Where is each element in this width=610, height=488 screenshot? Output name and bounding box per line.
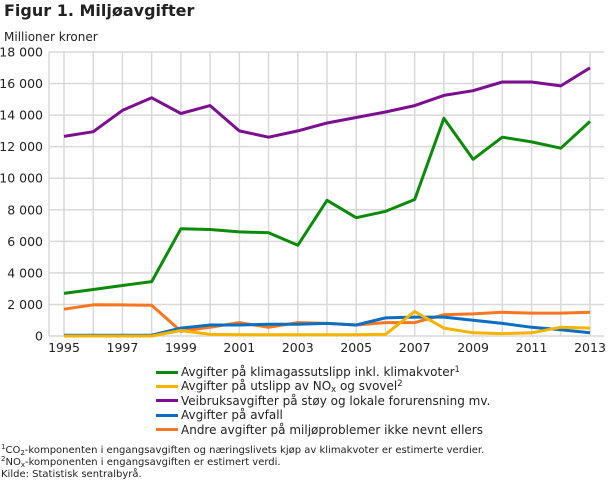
- y-tick-label: 0: [35, 329, 43, 344]
- legend-swatch: [156, 385, 178, 389]
- y-tick-labels: 0 2 000 4 000 6 000 8 000 10 000 12 000 14 000 1…: [0, 45, 43, 344]
- source-note: Kilde: Statistisk sentralbyrå.: [1, 469, 142, 480]
- footnote-2: 2NOx-komponenten i engangsavgiften er es…: [1, 455, 281, 469]
- footnotes: 1CO2-komponenten i engangsavgiften og næ…: [1, 443, 485, 481]
- x-tick-label: 2005: [340, 340, 372, 355]
- y-tick-label: 12 000: [0, 139, 43, 154]
- series-line-0: [63, 116, 592, 295]
- legend-swatch: [156, 370, 178, 374]
- legend-item-waste: Avgifter på avfall: [156, 408, 490, 422]
- x-tick-label: 1999: [165, 340, 197, 355]
- y-tick-label: 6 000: [7, 234, 43, 249]
- series-lines: [63, 66, 592, 338]
- x-tick-label: 1995: [48, 340, 80, 355]
- y-tick-label: 14 000: [0, 108, 43, 123]
- series-line-2: [63, 66, 591, 139]
- y-tick-label: 18 000: [0, 45, 43, 60]
- footnote-1: 1CO2-komponenten i engangsavgiften og næ…: [1, 443, 485, 457]
- y-axis-label: Millioner kroner: [4, 30, 98, 44]
- y-tick-label: 2 000: [7, 297, 43, 312]
- legend-swatch: [156, 428, 178, 432]
- legend: Avgifter på klimagassutslipp inkl. klima…: [156, 365, 490, 437]
- legend-item-climate: Avgifter på klimagassutslipp inkl. klima…: [156, 365, 490, 379]
- x-tick-label: 1997: [107, 340, 139, 355]
- chart-title: Figur 1. Miljøavgifter: [4, 1, 195, 20]
- y-tick-label: 8 000: [7, 202, 43, 217]
- y-tick-label: 4 000: [7, 265, 43, 280]
- legend-item-nox: Avgifter på utslipp av NOx og svovel2: [156, 378, 490, 395]
- series-line-1: [64, 310, 591, 338]
- x-tick-label: 2009: [457, 340, 489, 355]
- legend-item-road: Veibruksavgifter på støy og lokale forur…: [156, 394, 490, 408]
- legend-label: Avgifter på utslipp av NOx og svovel2: [181, 378, 403, 395]
- legend-label: Avgifter på avfall: [181, 408, 283, 423]
- x-tick-label: 2003: [282, 340, 314, 355]
- x-tick-labels: 1995 1997 1999 2001 2003 2005 2007 2009 2011 2013: [48, 340, 606, 355]
- x-tick-label: 2001: [223, 340, 255, 355]
- legend-swatch: [156, 399, 178, 403]
- x-tick-label: 2011: [516, 340, 548, 355]
- legend-item-other: Andre avgifter på miljøproblemer ikke ne…: [156, 423, 490, 437]
- x-tick-label: 2007: [399, 340, 431, 355]
- gridlines: [48, 51, 604, 337]
- x-tick-label: 2013: [574, 340, 606, 355]
- legend-swatch: [156, 413, 178, 417]
- legend-label: Veibruksavgifter på støy og lokale forur…: [181, 393, 491, 408]
- legend-label: Andre avgifter på miljøproblemer ikke ne…: [181, 422, 483, 437]
- line-chart: 0 2 000 4 000 6 000 8 000 10 000 12 000 14 000 1…: [0, 45, 606, 356]
- legend-label: Avgifter på klimagassutslipp inkl. klima…: [181, 364, 460, 379]
- y-tick-label: 16 000: [0, 76, 43, 91]
- y-tick-label: 10 000: [0, 171, 43, 186]
